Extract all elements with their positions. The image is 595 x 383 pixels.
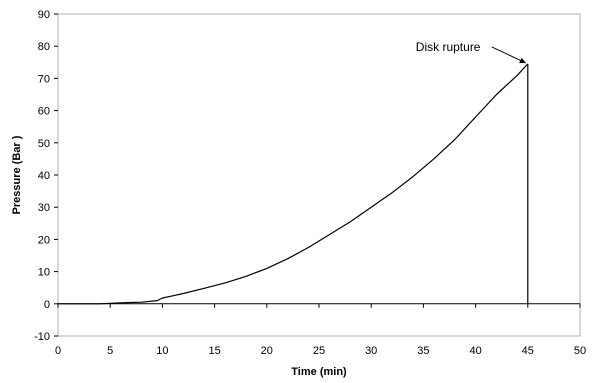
pressure-series-line (58, 63, 529, 305)
x-axis-title: Time (min) (291, 366, 347, 378)
annotation-layer: Disk rupture (416, 40, 527, 64)
annotation-label: Disk rupture (416, 40, 481, 54)
x-tick-label: 35 (417, 345, 429, 357)
y-tick-label: 30 (38, 202, 50, 214)
x-tick-label: 40 (469, 345, 481, 357)
y-tick-label: 10 (38, 267, 50, 279)
y-tick-label: 50 (38, 138, 50, 150)
y-tick-label: 90 (38, 9, 50, 21)
y-axis-title: Pressure (Bar ) (11, 135, 23, 214)
y-tick-label: 0 (44, 299, 50, 311)
x-axis: 0 5 10 15 20 25 30 35 40 45 50 (55, 303, 586, 357)
x-tick-label: 15 (208, 345, 220, 357)
y-tick-label: 70 (38, 73, 50, 85)
annotation-arrowhead (519, 57, 526, 64)
x-tick-label: 10 (156, 345, 168, 357)
annotation-arrow-line (491, 46, 527, 64)
x-tick-label: 45 (522, 345, 534, 357)
x-tick-label: 50 (574, 345, 586, 357)
series-layer (58, 63, 529, 305)
x-tick-label: 20 (261, 345, 273, 357)
y-axis: -10 0 10 20 30 40 50 60 70 80 90 (34, 9, 58, 343)
plot-area (57, 13, 581, 337)
y-tick-label: 20 (38, 234, 50, 246)
y-tick-label: 60 (38, 106, 50, 118)
y-tick-label: -10 (34, 331, 50, 343)
x-tick-label: 25 (313, 345, 325, 357)
x-tick-label: 0 (55, 345, 61, 357)
y-tick-label: 40 (38, 170, 50, 182)
x-tick-label: 5 (107, 345, 113, 357)
y-tick-label: 80 (38, 41, 50, 53)
x-tick-label: 30 (365, 345, 377, 357)
